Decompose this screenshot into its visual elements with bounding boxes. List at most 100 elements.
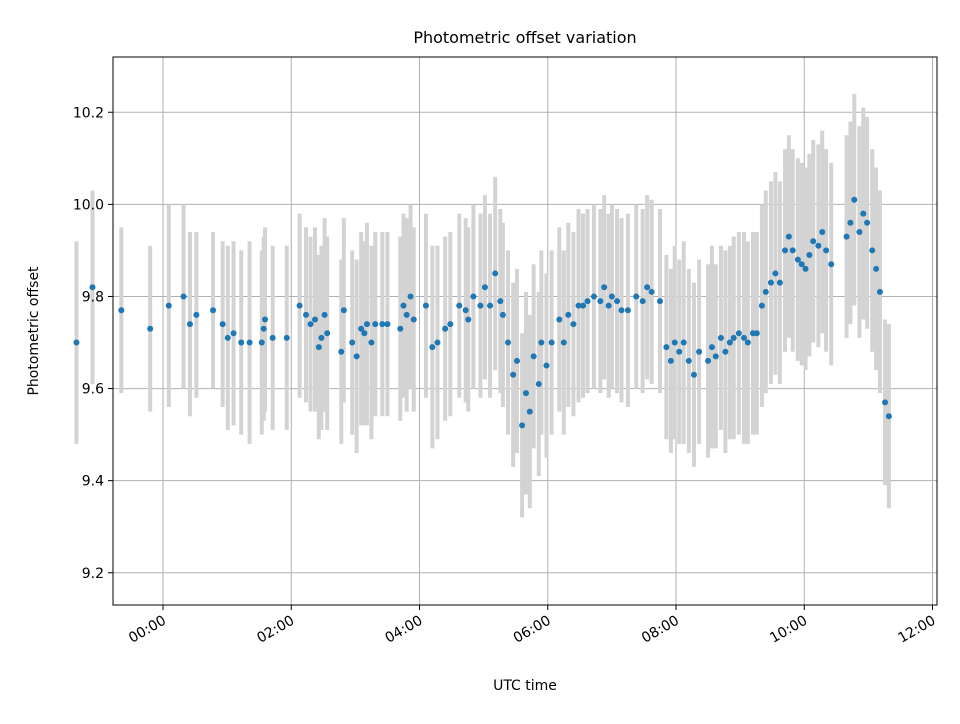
data-point <box>772 270 779 277</box>
data-point <box>407 293 414 300</box>
data-point <box>856 228 863 235</box>
data-point <box>676 348 683 355</box>
data-point <box>758 302 765 309</box>
data-point <box>400 302 407 309</box>
data-point <box>873 265 880 272</box>
data-point <box>690 371 697 378</box>
data-point <box>429 344 436 351</box>
data-point <box>260 325 267 332</box>
data-point <box>318 334 325 341</box>
data-point <box>303 311 310 318</box>
data-point <box>639 298 646 305</box>
data-point <box>258 339 265 346</box>
data-point <box>794 256 801 263</box>
data-point <box>648 288 655 295</box>
data-point <box>667 357 674 364</box>
data-point <box>722 348 729 355</box>
data-point <box>584 298 591 305</box>
data-point <box>580 302 587 309</box>
data-point <box>556 316 563 323</box>
data-point <box>477 302 484 309</box>
data-point <box>296 302 303 309</box>
data-point <box>361 330 368 337</box>
data-point <box>481 284 488 291</box>
data-point <box>193 311 200 318</box>
data-point <box>656 298 663 305</box>
data-point <box>462 307 469 314</box>
data-point <box>644 284 651 291</box>
y-tick-label: 9.8 <box>82 289 104 305</box>
data-point <box>180 293 187 300</box>
data-point <box>434 339 441 346</box>
data-point <box>806 252 813 259</box>
data-point <box>864 219 871 226</box>
data-point <box>730 334 737 341</box>
data-points <box>73 196 892 429</box>
data-point <box>368 339 375 346</box>
data-point <box>324 330 331 337</box>
data-point <box>165 302 172 309</box>
data-point <box>307 321 314 328</box>
data-point <box>519 422 526 429</box>
data-point <box>762 288 769 295</box>
data-point <box>358 325 365 332</box>
data-point <box>147 325 154 332</box>
data-point <box>614 298 621 305</box>
data-point <box>261 316 268 323</box>
data-point <box>885 413 892 420</box>
y-axis-ticks: 9.2 9.4 9.6 9.8 10.0 10.2 <box>73 105 113 582</box>
data-point <box>246 339 253 346</box>
data-point <box>422 302 429 309</box>
data-point <box>671 339 678 346</box>
data-point <box>633 293 640 300</box>
data-point <box>802 265 809 272</box>
data-point <box>487 302 494 309</box>
data-point <box>680 339 687 346</box>
data-point <box>210 307 217 314</box>
data-point <box>815 242 822 249</box>
data-point <box>89 284 96 291</box>
data-point <box>535 380 542 387</box>
data-point <box>499 311 506 318</box>
data-point <box>379 321 386 328</box>
data-point <box>767 279 774 286</box>
data-point <box>510 371 517 378</box>
plot-area-frame <box>112 56 938 606</box>
data-point <box>372 321 379 328</box>
y-tick-label: 10.0 <box>73 197 104 213</box>
data-point <box>601 284 608 291</box>
data-point <box>590 293 597 300</box>
data-point <box>819 228 826 235</box>
data-point <box>685 357 692 364</box>
data-point <box>712 353 719 360</box>
data-point <box>570 321 577 328</box>
data-point <box>447 321 454 328</box>
data-point <box>823 247 830 254</box>
data-point <box>785 233 792 240</box>
data-point <box>608 293 615 300</box>
data-point <box>782 247 789 254</box>
data-point <box>810 238 817 245</box>
data-point <box>726 339 733 346</box>
data-point <box>543 362 550 369</box>
data-point <box>497 298 504 305</box>
data-point <box>283 334 290 341</box>
y-axis-label: Photometric offset <box>26 266 42 396</box>
data-point <box>876 288 883 295</box>
data-point <box>753 330 760 337</box>
data-point <box>384 321 391 328</box>
data-point <box>442 325 449 332</box>
data-point <box>548 339 555 346</box>
data-point <box>315 344 322 351</box>
data-point <box>705 357 712 364</box>
data-point <box>717 334 724 341</box>
data-point <box>740 334 747 341</box>
data-point <box>349 339 356 346</box>
data-point <box>311 316 318 323</box>
y-tick-label: 10.2 <box>73 105 104 121</box>
data-point <box>522 390 529 397</box>
data-point <box>530 353 537 360</box>
data-point <box>353 353 360 360</box>
